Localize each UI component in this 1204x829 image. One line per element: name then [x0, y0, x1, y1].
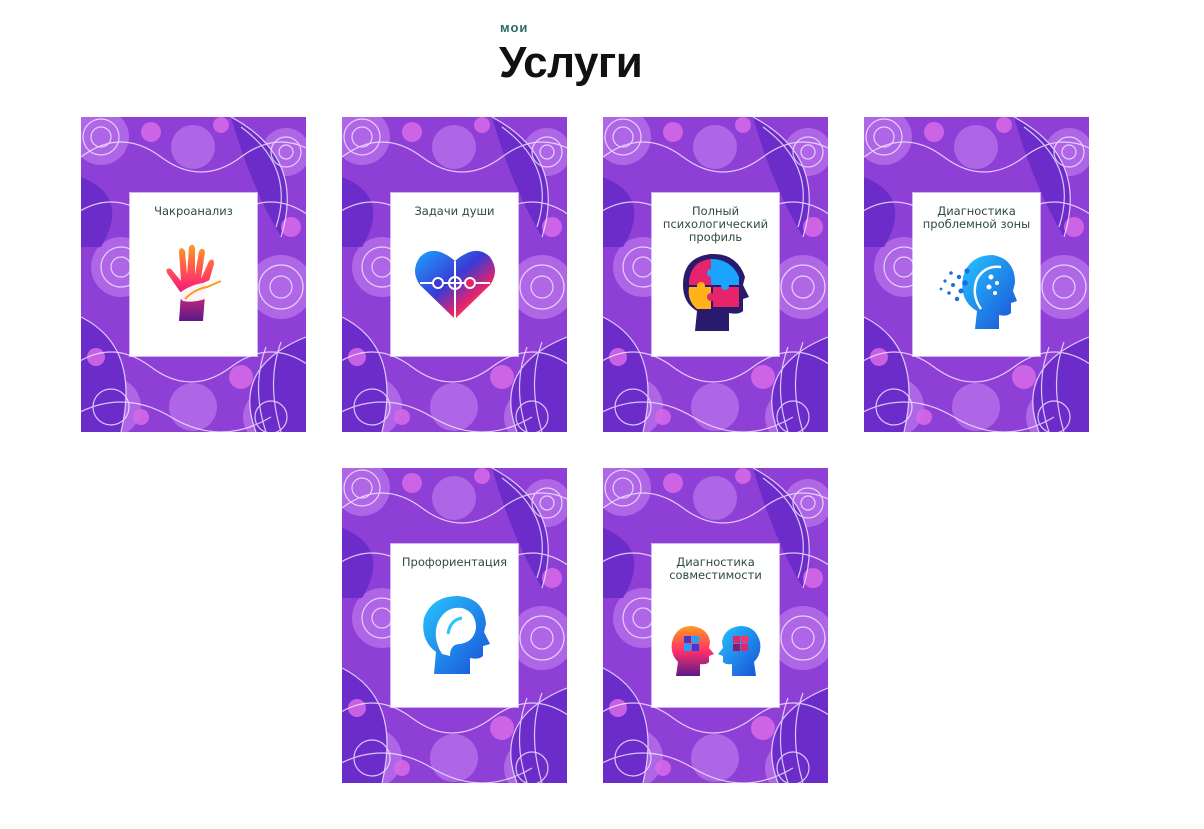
service-card-soul-tasks[interactable]: Задачи души — [342, 117, 567, 432]
puzzle-heart-icon — [414, 250, 495, 319]
service-card-compatibility[interactable]: Диагностика совместимости — [603, 468, 828, 783]
page-title: Услуги — [499, 38, 643, 87]
service-panel: Чакроанализ — [130, 193, 257, 356]
head-dots-icon — [939, 255, 1017, 329]
service-title: Полный психологический профиль — [662, 204, 769, 244]
head-profile-icon — [422, 596, 490, 674]
service-card-problem-zone[interactable]: Диагностика проблемной зоны — [864, 117, 1089, 432]
puzzle-head-icon — [682, 253, 749, 331]
service-card-psych-profile[interactable]: Полный психологический профиль — [603, 117, 828, 432]
service-title: Профориентация — [401, 555, 508, 569]
service-title: Чакроанализ — [154, 204, 233, 218]
hands-icon — [166, 244, 224, 321]
service-title: Задачи души — [414, 204, 495, 218]
two-heads-icon — [671, 626, 760, 676]
service-panel: Полный психологический профиль — [652, 193, 779, 356]
service-panel: Профориентация — [391, 544, 518, 707]
service-panel: Задачи души — [391, 193, 518, 356]
service-panel: Диагностика совместимости — [652, 544, 779, 707]
service-title: Диагностика проблемной зоны — [922, 204, 1031, 231]
service-title: Диагностика совместимости — [669, 555, 762, 582]
service-card-chakra[interactable]: Чакроанализ — [81, 117, 306, 432]
section-eyebrow: мои — [500, 20, 529, 35]
service-card-career-guidance[interactable]: Профориентация — [342, 468, 567, 783]
service-panel: Диагностика проблемной зоны — [913, 193, 1040, 356]
